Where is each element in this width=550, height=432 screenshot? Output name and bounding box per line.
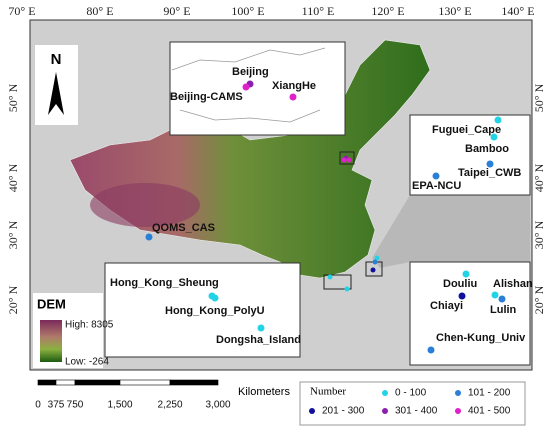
station-overview-dot xyxy=(344,286,350,292)
latitude-label: 40° N xyxy=(532,163,546,192)
station-overview-dot xyxy=(374,255,380,261)
north-arrow xyxy=(48,72,64,115)
station-dot xyxy=(427,346,435,354)
legend-label: 301 - 400 xyxy=(395,406,438,417)
scale-segment xyxy=(169,379,219,386)
station-label: Hong_Kong_PolyU xyxy=(165,305,265,317)
latitude-label: 40° N xyxy=(6,163,20,192)
locator-box xyxy=(323,274,352,290)
legend-label: 201 - 300 xyxy=(322,406,365,417)
station-dot xyxy=(211,294,219,302)
inset-hong-kong xyxy=(104,262,301,358)
locator-box xyxy=(339,151,355,165)
legend-label: 401 - 500 xyxy=(468,406,511,417)
number-legend xyxy=(299,381,526,426)
station-label: Chen-Kung_Univ xyxy=(436,332,526,344)
station-label: Chiayi xyxy=(430,300,463,312)
legend-label: 0 - 100 xyxy=(395,388,427,399)
station-dot xyxy=(491,291,499,299)
longitude-label: 110° E xyxy=(302,4,335,18)
legend-swatch xyxy=(382,390,388,396)
station-overview-dot xyxy=(341,157,347,163)
scale-segment xyxy=(55,379,76,386)
station-label: Hong_Kong_Sheung xyxy=(110,277,219,289)
longitude-label: 100° E xyxy=(231,4,264,18)
longitude-label: 90° E xyxy=(163,4,190,18)
station-dot xyxy=(462,270,470,278)
station-label: Bamboo xyxy=(465,143,509,155)
scale-segment xyxy=(119,379,171,386)
latitude-label: 20° N xyxy=(6,285,20,314)
station-overview-dot xyxy=(372,259,378,265)
number-legend-title: Number xyxy=(310,386,346,398)
station-label: XiangHe xyxy=(272,80,316,92)
latitude-label: 50° N xyxy=(532,83,546,112)
station-label: Lulin xyxy=(490,304,517,316)
legend-swatch xyxy=(309,408,315,414)
longitude-label: 140° E xyxy=(501,4,534,18)
station-label: EPA-NCU xyxy=(412,180,461,192)
legend-label: 101 - 200 xyxy=(468,388,511,399)
number-classes: 0 - 100 101 - 200 201 - 300 301 - 400 401 - … xyxy=(309,388,511,417)
tibet-plateau xyxy=(90,183,200,227)
latitude-label: 20° N xyxy=(532,285,546,314)
scale-tick-label: 0 xyxy=(35,400,41,411)
dem-low: Low: -264 xyxy=(65,357,109,368)
north-label: N xyxy=(51,51,62,68)
station-dot xyxy=(257,324,265,332)
station-label: Douliu xyxy=(443,278,477,290)
latitude-label: 50° N xyxy=(6,83,20,112)
station-label: Beijing-CAMS xyxy=(170,91,243,103)
station-dot xyxy=(490,133,498,141)
latitude-labels: 50° N 50° N 40° N 40° N 30° N 30° N 20° N 20° N xyxy=(6,83,546,314)
station-overview-dot xyxy=(370,267,376,273)
latitude-label: 30° N xyxy=(532,220,546,249)
dem-title: DEM xyxy=(37,296,66,311)
station-overview-dot xyxy=(346,157,352,163)
scale-bar: 0 375 750 1,500 2,250 3,000 xyxy=(35,379,231,411)
longitude-label: 120° E xyxy=(371,4,404,18)
station-label: Beijing xyxy=(232,66,269,78)
inset-beijing xyxy=(169,41,346,136)
scale-segment xyxy=(74,379,121,386)
station-dot xyxy=(289,93,297,101)
scale-tick-label: 750 xyxy=(67,400,84,411)
scale-tick-label: 2,250 xyxy=(157,400,182,411)
station-dot xyxy=(458,292,466,300)
scale-segment xyxy=(37,379,57,386)
longitude-label: 130° E xyxy=(438,4,471,18)
scale-tick-label: 3,000 xyxy=(205,400,230,411)
legend-swatch xyxy=(455,390,461,396)
longitude-label: 80° E xyxy=(86,4,113,18)
station-label: Dongsha_Island xyxy=(216,334,301,346)
dem-high: High: 8305 xyxy=(65,320,114,331)
longitude-label: 70° E xyxy=(8,4,35,18)
legend-swatch xyxy=(455,408,461,414)
scale-unit: Kilometers xyxy=(238,386,290,398)
station-label: Taipei_CWB xyxy=(458,167,521,179)
station-dot xyxy=(494,116,502,124)
station-label: Fuguei_Cape xyxy=(432,124,501,136)
station-dot xyxy=(486,160,494,168)
station-dot xyxy=(145,233,153,241)
longitude-labels: 70° E 80° E 90° E 100° E 110° E 120° E 130° E 1… xyxy=(8,4,534,18)
latitude-label: 30° N xyxy=(6,220,20,249)
stations: Beijing Beijing-CAMS XiangHe Fuguei_Cape Bam… xyxy=(110,66,533,354)
station-dot xyxy=(498,295,506,303)
scale-tick-label: 1,500 xyxy=(107,400,132,411)
station-dot xyxy=(432,172,440,180)
inset-connector xyxy=(372,195,530,268)
legend-swatch xyxy=(382,408,388,414)
inset-borders xyxy=(171,47,326,123)
scale-tick-label: 375 xyxy=(48,400,65,411)
station-overview-dot xyxy=(327,274,333,280)
station-label: Alishan xyxy=(493,278,533,290)
station-label: QOMS_CAS xyxy=(152,222,215,234)
dem-ramp xyxy=(40,320,62,362)
inset-taiwan-north xyxy=(409,114,531,196)
station-dot xyxy=(242,83,250,91)
